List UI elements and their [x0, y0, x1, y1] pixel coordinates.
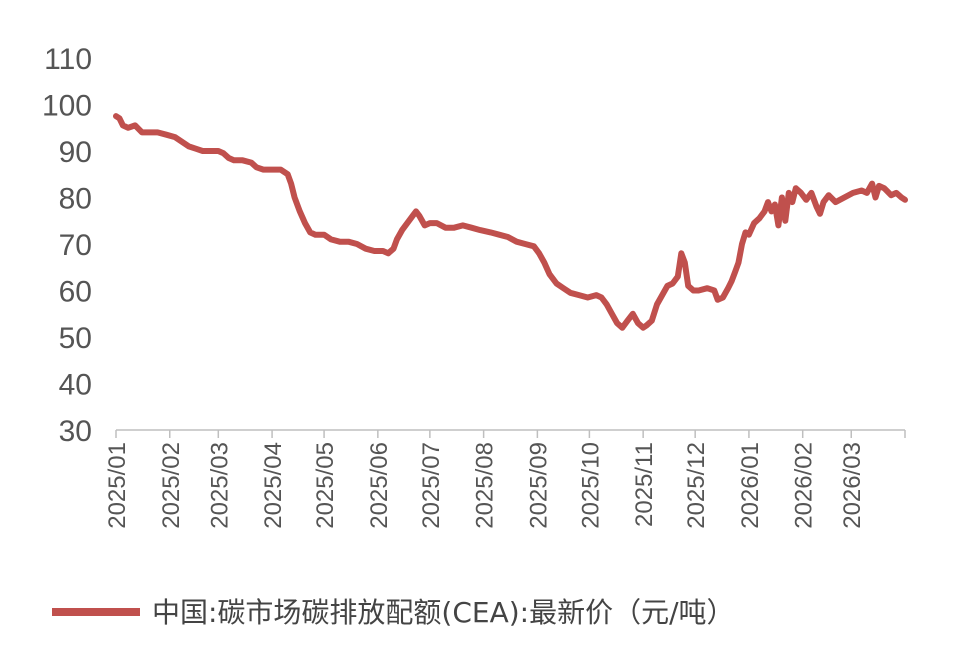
y-tick-label: 30 [59, 415, 92, 448]
x-tick-label: 2025/09 [525, 442, 552, 529]
x-tick-label: 2025/08 [472, 442, 499, 529]
legend-label: 中国:碳市场碳排放配额(CEA):最新价（元/吨） [152, 596, 735, 629]
x-tick-label: 2026/01 [737, 442, 764, 529]
x-tick-label: 2025/03 [206, 442, 233, 529]
x-tick-label: 2025/07 [418, 442, 445, 529]
x-tick-label: 2025/11 [631, 442, 658, 527]
y-tick-label: 70 [59, 229, 92, 262]
series-layer [113, 113, 908, 331]
y-tick-label: 60 [59, 276, 92, 309]
x-tick-label: 2025/02 [158, 442, 185, 529]
x-tick-label: 2026/02 [791, 442, 818, 529]
legend: 中国:碳市场碳排放配额(CEA):最新价（元/吨） [52, 596, 735, 629]
x-tick-label: 2025/06 [366, 442, 393, 529]
x-tick-label: 2025/01 [104, 442, 131, 529]
x-tick-label: 2025/12 [683, 442, 710, 529]
y-tick-label: 100 [42, 90, 92, 123]
x-tick-label: 2025/05 [312, 442, 339, 529]
y-tick-label: 90 [59, 136, 92, 169]
x-axis: 2025/01 2025/02 2025/03 2025/04 2025/05 2025/… [104, 429, 906, 529]
series-line-cea-price [113, 113, 908, 331]
x-tick-label: 2026/03 [839, 442, 866, 529]
y-axis: 30 40 50 60 70 80 90 100 110 [42, 43, 92, 448]
y-tick-label: 50 [59, 322, 92, 355]
y-tick-label: 80 [59, 183, 92, 216]
x-tick-label: 2025/04 [260, 442, 287, 529]
y-tick-label: 40 [59, 369, 92, 402]
y-tick-label: 110 [44, 43, 92, 76]
x-tick-label: 2025/10 [577, 442, 604, 529]
